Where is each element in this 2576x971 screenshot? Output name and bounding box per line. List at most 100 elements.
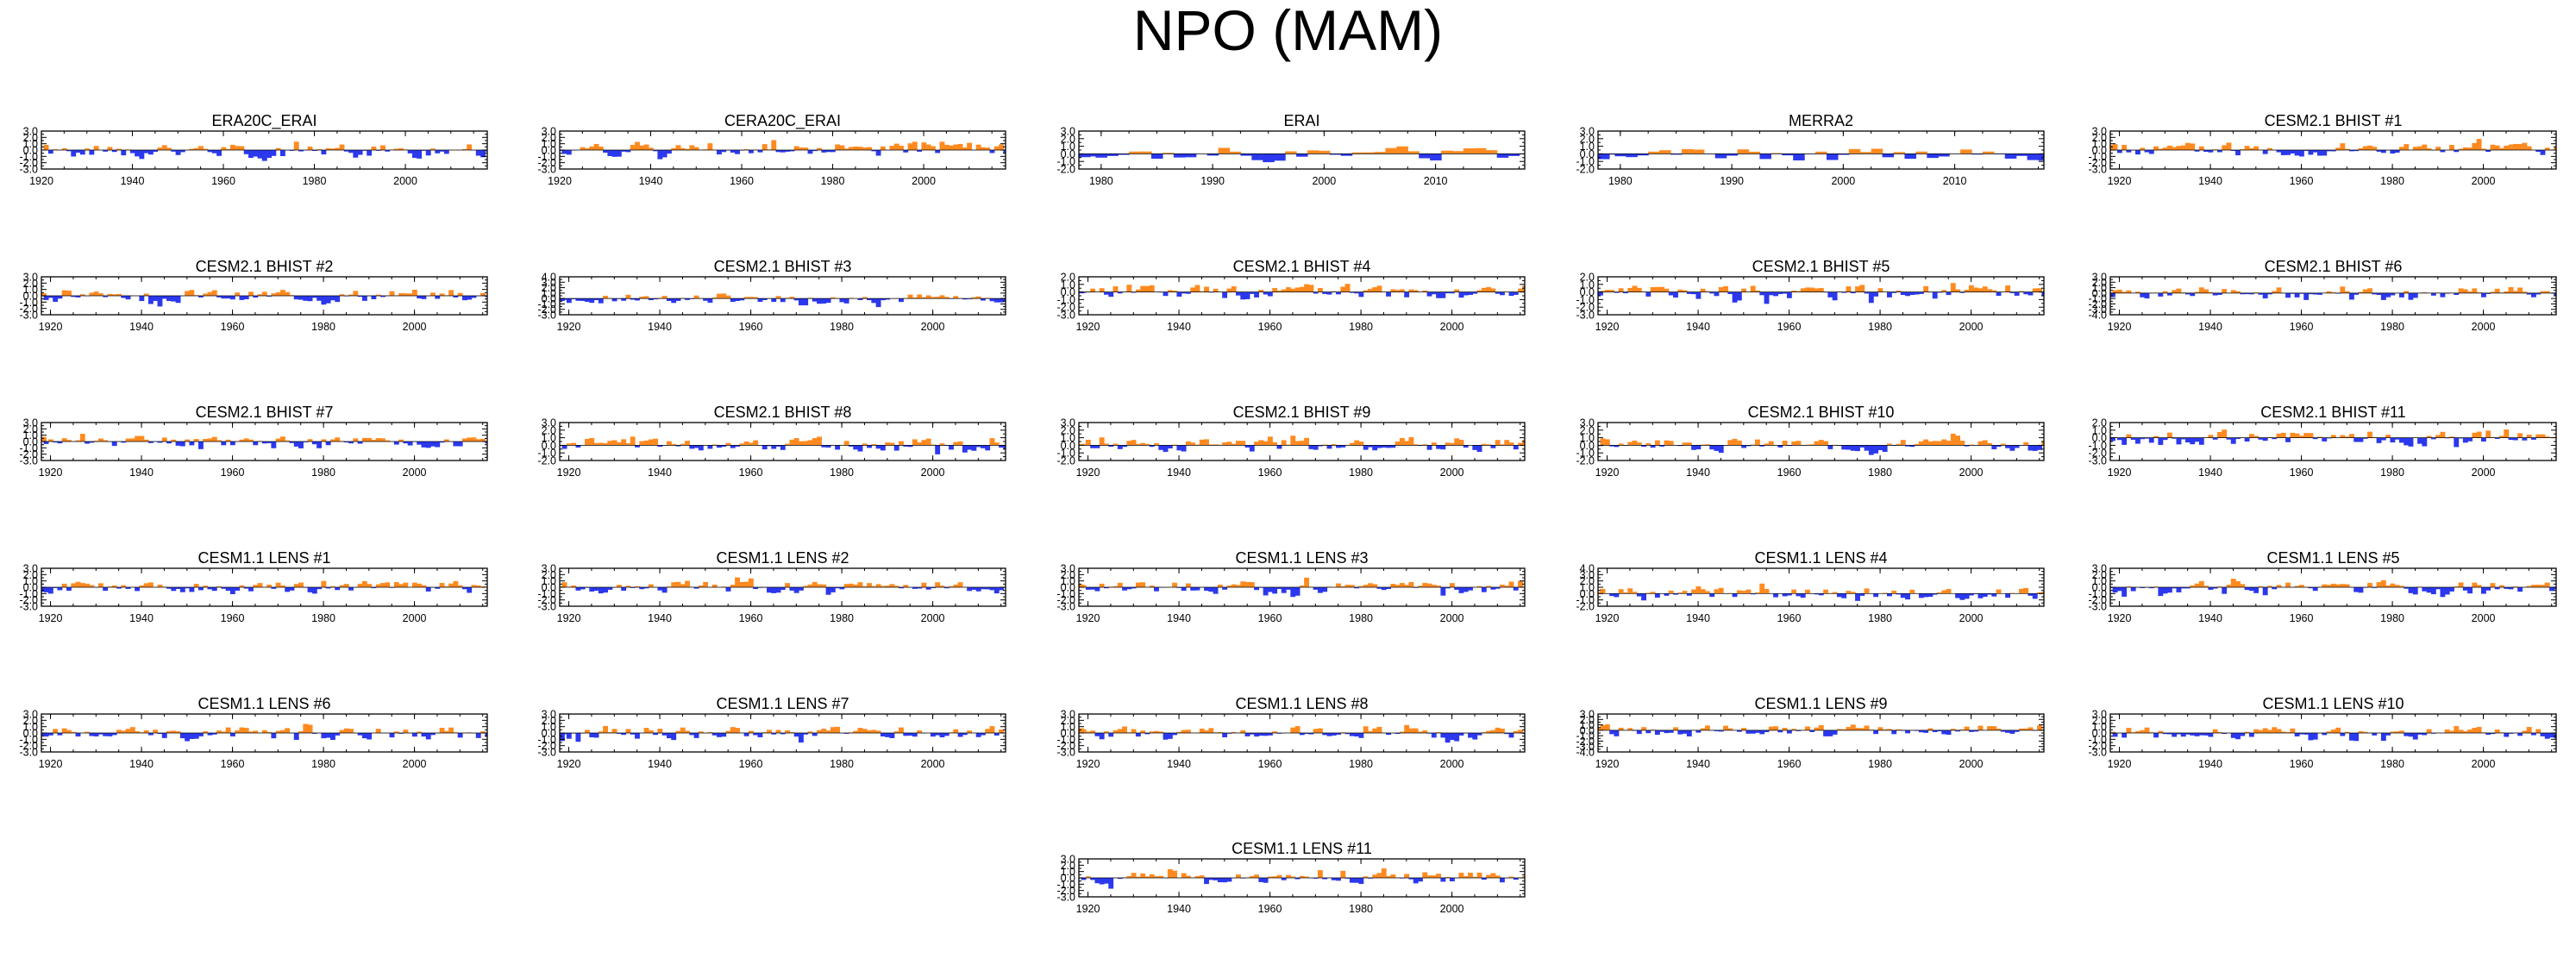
data-bar bbox=[857, 728, 863, 733]
data-bar bbox=[1317, 587, 1323, 593]
data-bar bbox=[1977, 441, 1984, 446]
data-bar bbox=[1094, 733, 1100, 736]
data-bar bbox=[2362, 731, 2368, 733]
data-bar bbox=[661, 587, 668, 593]
data-bar bbox=[753, 440, 759, 446]
data-bar bbox=[1905, 593, 1910, 600]
data-bar bbox=[1413, 290, 1419, 292]
y-tick-label: -2.0 bbox=[537, 455, 556, 467]
data-bar bbox=[2158, 148, 2164, 150]
data-bar bbox=[821, 298, 827, 304]
data-bar bbox=[2194, 437, 2200, 442]
y-tick-label: 3.0 bbox=[542, 563, 556, 575]
data-bar bbox=[899, 298, 904, 303]
data-bar bbox=[2290, 728, 2296, 733]
data-bar bbox=[771, 140, 777, 150]
data-bar bbox=[1827, 291, 1833, 298]
data-bar bbox=[980, 445, 986, 448]
data-bar bbox=[225, 587, 231, 592]
x-tick-label: 1940 bbox=[1167, 612, 1191, 624]
data-bar bbox=[1982, 286, 1988, 292]
data-bar bbox=[1736, 291, 1742, 301]
data-bar bbox=[1454, 438, 1460, 446]
data-bar bbox=[1691, 291, 1697, 295]
data-bar bbox=[598, 146, 604, 150]
data-bar bbox=[367, 437, 373, 442]
data-bar bbox=[1868, 291, 1874, 304]
data-bar bbox=[1915, 151, 1927, 154]
data-bar bbox=[2212, 292, 2218, 296]
data-bar bbox=[1777, 291, 1783, 295]
data-bar bbox=[261, 150, 267, 161]
data-bar bbox=[2130, 587, 2136, 592]
data-bar bbox=[1244, 581, 1250, 587]
data-bar bbox=[848, 445, 854, 447]
data-bar bbox=[1481, 878, 1487, 880]
data-bar bbox=[717, 293, 722, 299]
data-bar bbox=[421, 442, 427, 448]
y-tick-label: 0.0 bbox=[1061, 873, 1075, 885]
data-bar bbox=[666, 586, 672, 587]
data-bar bbox=[1777, 730, 1783, 733]
data-bar bbox=[179, 150, 185, 153]
y-tick-label: -3.0 bbox=[1056, 892, 1075, 904]
data-bar bbox=[1964, 445, 1970, 447]
data-bar bbox=[698, 731, 704, 733]
data-bar bbox=[2472, 727, 2478, 733]
data-bar bbox=[1982, 151, 1995, 154]
data-bar bbox=[953, 442, 959, 446]
data-bar bbox=[1154, 587, 1159, 592]
data-bar bbox=[371, 439, 377, 442]
data-bar bbox=[743, 581, 749, 587]
data-bar bbox=[1463, 291, 1469, 296]
data-bar bbox=[798, 733, 804, 743]
data-bar bbox=[1449, 733, 1455, 741]
data-bar bbox=[348, 294, 354, 296]
data-bar bbox=[648, 298, 654, 301]
data-bar bbox=[2023, 442, 2029, 446]
data-bar bbox=[907, 294, 913, 299]
data-bar bbox=[817, 298, 822, 304]
data-bar bbox=[2472, 432, 2478, 438]
data-bar bbox=[175, 587, 181, 589]
data-bar bbox=[943, 144, 950, 150]
data-bar bbox=[1158, 731, 1164, 733]
data-bar bbox=[899, 727, 904, 733]
data-bar bbox=[1222, 291, 1228, 298]
data-bar bbox=[66, 440, 72, 442]
data-bar bbox=[1508, 876, 1514, 878]
data-bar bbox=[1404, 291, 1410, 298]
data-bar bbox=[221, 296, 227, 299]
data-bar bbox=[2485, 430, 2491, 438]
data-bar bbox=[685, 730, 690, 733]
data-bar bbox=[430, 733, 436, 736]
data-bar bbox=[725, 295, 731, 299]
data-bar bbox=[321, 150, 327, 155]
y-tick-label: -1.0 bbox=[19, 442, 38, 454]
data-bar bbox=[1727, 728, 1733, 730]
data-bar bbox=[2037, 592, 2042, 594]
data-bar bbox=[2253, 729, 2259, 733]
data-bar bbox=[1495, 587, 1501, 589]
data-bar bbox=[1396, 146, 1408, 154]
data-bar bbox=[1181, 291, 1187, 294]
data-bar bbox=[1390, 445, 1396, 448]
data-bar bbox=[2480, 587, 2486, 594]
data-bar bbox=[1208, 878, 1214, 880]
data-bar bbox=[189, 587, 195, 592]
data-bar bbox=[2180, 733, 2186, 737]
data-bar bbox=[1714, 291, 1720, 297]
data-bar bbox=[198, 733, 204, 736]
data-bar bbox=[1836, 593, 1842, 598]
data-bar bbox=[1354, 587, 1360, 589]
data-bar bbox=[1167, 290, 1173, 292]
data-bar bbox=[812, 581, 818, 587]
data-bar bbox=[1358, 878, 1364, 885]
y-tick-label: -3.0 bbox=[2088, 455, 2107, 467]
data-bar bbox=[475, 733, 481, 738]
data-bar bbox=[1686, 593, 1692, 596]
y-tick-label: -2.0 bbox=[1576, 736, 1595, 748]
data-bar bbox=[835, 144, 841, 150]
data-bar bbox=[693, 587, 699, 589]
data-bar bbox=[248, 731, 254, 733]
